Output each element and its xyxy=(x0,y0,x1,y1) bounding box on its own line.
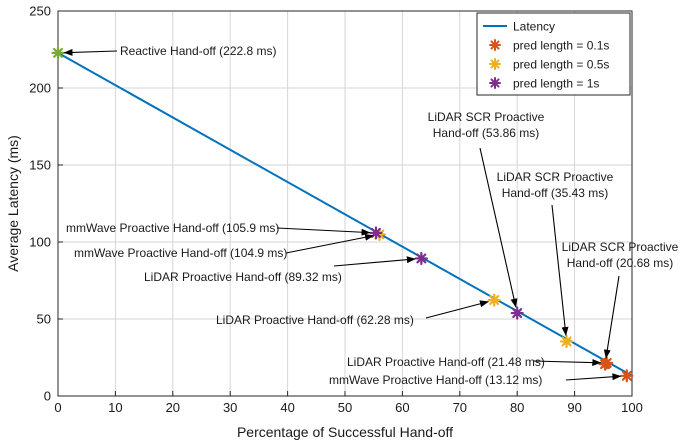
annotation-label: LiDAR SCR Proactive Hand-off (20.68 ms) xyxy=(562,240,679,270)
annotation-label: LiDAR Proactive Hand-off (21.48 ms) xyxy=(347,355,545,369)
x-tick-label: 30 xyxy=(223,400,237,415)
x-tick-label: 50 xyxy=(338,400,352,415)
y-axis-label: Average Latency (ms) xyxy=(5,135,21,272)
y-tick-label: 50 xyxy=(37,312,51,327)
legend-label: pred length = 0.5s xyxy=(513,58,609,72)
annotation-arrow xyxy=(532,359,602,367)
x-tick-label: 70 xyxy=(453,400,467,415)
annotation-line: Hand-off (53.86 ms) xyxy=(433,126,540,140)
annotation-line: Reactive Hand-off (222.8 ms) xyxy=(120,44,277,58)
x-tick-label: 100 xyxy=(621,400,643,415)
annotation-line: LiDAR Proactive Hand-off (21.48 ms) xyxy=(347,355,545,369)
data-point-marker xyxy=(369,226,383,240)
x-axis-label: Percentage of Successful Hand-off xyxy=(237,424,453,440)
annotation-arrow xyxy=(603,275,620,359)
annotation-line: LiDAR Proactive Hand-off (89.32 ms) xyxy=(144,270,342,284)
legend-marker-swatch xyxy=(489,58,501,70)
legend-label: pred length = 1s xyxy=(513,77,599,91)
x-tick-label: 60 xyxy=(395,400,409,415)
annotation-label: Reactive Hand-off (222.8 ms) xyxy=(120,44,277,58)
x-tick-label: 20 xyxy=(166,400,180,415)
annotations: Reactive Hand-off (222.8 ms) mmWave Proac… xyxy=(63,44,679,387)
data-point-marker xyxy=(620,369,634,383)
y-tick-label: 150 xyxy=(29,158,51,173)
legend-label: pred length = 0.1s xyxy=(513,39,609,53)
annotation-arrow xyxy=(425,300,489,319)
x-tick-label: 0 xyxy=(54,400,61,415)
data-point-marker xyxy=(510,306,524,320)
annotation-arrow xyxy=(63,48,118,56)
annotation-line: LiDAR SCR Proactive xyxy=(428,110,545,124)
annotation-line: LiDAR SCR Proactive xyxy=(497,170,614,184)
x-tick-label: 10 xyxy=(108,400,122,415)
data-point-marker xyxy=(372,227,387,242)
data-point-marker xyxy=(414,251,428,266)
x-tick-label: 40 xyxy=(280,400,294,415)
y-tick-label: 250 xyxy=(29,4,51,19)
annotation-line: LiDAR SCR Proactive xyxy=(562,240,679,254)
annotation-arrow xyxy=(333,256,416,267)
annotation-label: mmWave Proactive Hand-off (105.9 ms) xyxy=(66,221,279,235)
series-line-latency xyxy=(57,52,633,377)
annotation-line: mmWave Proactive Hand-off (104.9 ms) xyxy=(74,246,287,260)
annotation-arrow xyxy=(551,204,569,336)
data-point-marker xyxy=(487,293,501,307)
y-tick-label: 200 xyxy=(29,81,51,96)
x-tick-label: 80 xyxy=(510,400,524,415)
reactive-handoff-marker xyxy=(51,46,65,60)
legend: Latency pred length = 0.1s pred length = 0… xyxy=(476,12,631,96)
annotation-line: Hand-off (20.68 ms) xyxy=(567,256,674,270)
series-layer xyxy=(51,46,634,383)
annotation-label: LiDAR Proactive Hand-off (89.32 ms) xyxy=(144,270,342,284)
annotation-line: LiDAR Proactive Hand-off (62.28 ms) xyxy=(216,313,414,327)
annotation-label: LiDAR Proactive Hand-off (62.28 ms) xyxy=(216,313,414,327)
annotation-line: mmWave Proactive Hand-off (105.9 ms) xyxy=(66,221,279,235)
data-point-marker xyxy=(598,357,612,371)
annotation-arrow xyxy=(276,227,371,236)
y-tick-label: 0 xyxy=(44,389,51,404)
x-tick-label: 90 xyxy=(567,400,581,415)
legend-label: Latency xyxy=(513,20,555,34)
annotation-line: Hand-off (35.43 ms) xyxy=(502,186,609,200)
legend-marker-swatch xyxy=(489,77,501,89)
data-point-marker xyxy=(559,334,574,349)
y-tick-label: 100 xyxy=(29,235,51,250)
annotation-arrow xyxy=(565,373,622,381)
legend-marker-swatch xyxy=(489,39,501,51)
axis-ticks: 0 10 20 30 40 50 60 70 80 90 100 0 50 100 150 200 250 xyxy=(29,4,643,416)
annotation-label: mmWave Proactive Hand-off (104.9 ms) xyxy=(74,246,287,260)
annotation-arrow xyxy=(285,233,375,254)
annotation-label: mmWave Proactive Hand-off (13.12 ms) xyxy=(329,373,542,387)
annotation-label: LiDAR SCR Proactive Hand-off (35.43 ms) xyxy=(497,170,614,200)
annotation-line: mmWave Proactive Hand-off (13.12 ms) xyxy=(329,373,542,387)
annotation-arrow xyxy=(479,147,518,308)
annotation-label: LiDAR SCR Proactive Hand-off (53.86 ms) xyxy=(428,110,545,140)
